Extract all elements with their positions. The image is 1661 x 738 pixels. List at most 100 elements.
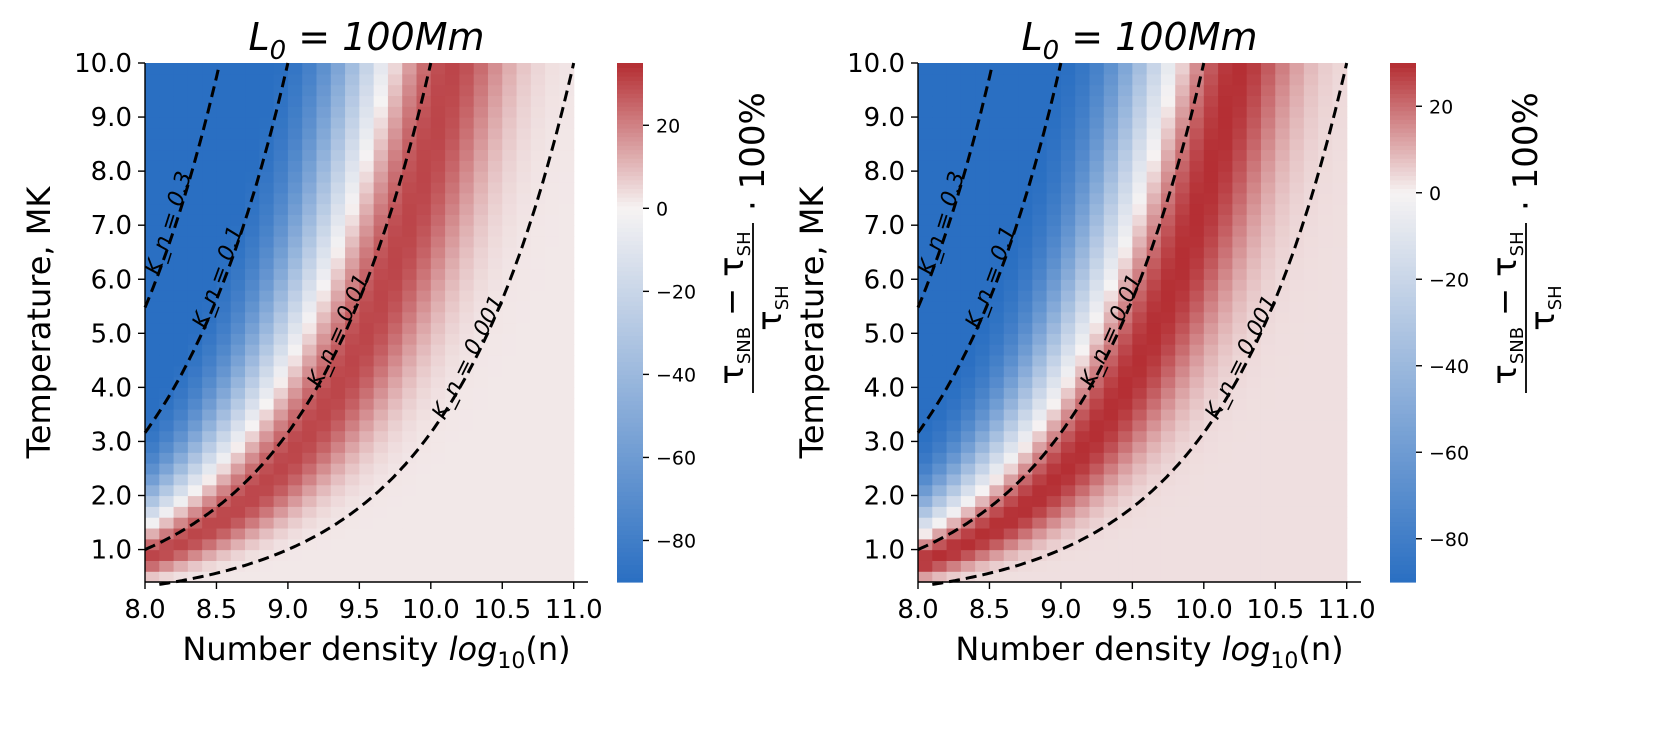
heatmap-cell: [173, 171, 189, 183]
heatmap-cell: [1332, 409, 1348, 421]
heatmap-cell: [430, 73, 446, 86]
heatmap-cell: [487, 398, 503, 410]
heatmap-cell: [416, 311, 432, 324]
heatmap-cell: [359, 300, 375, 313]
heatmap-cell: [1046, 430, 1062, 443]
heatmap-cell: [1146, 203, 1162, 215]
heatmap-cell: [487, 538, 503, 551]
heatmap-cell: [316, 225, 332, 237]
heatmap-cell: [530, 473, 546, 486]
heatmap-cell: [1189, 257, 1205, 270]
heatmap-cell: [1032, 517, 1048, 529]
heatmap-cell: [359, 473, 375, 486]
heatmap-cell: [1118, 538, 1133, 551]
heatmap-cell: [946, 517, 962, 529]
heatmap-cell: [1218, 409, 1233, 421]
heatmap-cell: [1089, 452, 1105, 464]
heatmap-cell: [259, 192, 275, 205]
heatmap-cell: [1332, 387, 1348, 399]
heatmap-cell: [1089, 430, 1105, 443]
heatmap-cell: [1118, 571, 1133, 583]
heatmap-cell: [1175, 192, 1191, 205]
heatmap-cell: [216, 344, 232, 356]
heatmap-cell: [1218, 95, 1233, 107]
heatmap-cell: [430, 430, 446, 443]
heatmap-cell: [402, 527, 418, 540]
heatmap-cell: [975, 495, 991, 507]
heatmap-cell: [502, 311, 518, 324]
heatmap-cell: [330, 506, 346, 518]
heatmap-cell: [387, 441, 403, 453]
colorbar-swatch: [617, 396, 643, 401]
colorbar-swatch: [1390, 499, 1416, 505]
heatmap-cell: [1260, 430, 1276, 443]
heatmap-cell: [487, 571, 503, 583]
heatmap-cell: [932, 127, 948, 140]
heatmap-cell: [1075, 517, 1091, 529]
heatmap-cell: [1132, 149, 1148, 161]
colorbar-swatch: [617, 465, 643, 471]
colorbar-swatch: [1390, 387, 1416, 393]
heatmap-cell: [989, 463, 1005, 475]
heatmap-cell: [159, 181, 175, 194]
heatmap-cell: [359, 333, 375, 345]
heatmap-cell: [473, 560, 489, 572]
heatmap-cell: [359, 322, 375, 334]
heatmap-cell: [316, 452, 332, 464]
heatmap-cell: [502, 214, 518, 226]
heatmap-cell: [330, 549, 346, 561]
heatmap-cell: [1218, 257, 1233, 270]
heatmap-cell: [287, 538, 303, 551]
heatmap-cell: [559, 257, 575, 270]
heatmap-cell: [932, 268, 948, 280]
heatmap-cell: [402, 106, 418, 118]
heatmap-cell: [1046, 495, 1062, 507]
heatmap-cell: [473, 73, 489, 86]
heatmap-cell: [387, 527, 403, 540]
heatmap-cell: [145, 192, 160, 205]
heatmap-cell: [502, 463, 518, 475]
heatmap-cell: [316, 117, 332, 129]
heatmap-cell: [1275, 106, 1291, 118]
heatmap-cell: [245, 344, 260, 356]
heatmap-cell: [287, 452, 303, 464]
heatmap-cell: [1203, 171, 1219, 183]
heatmap-cell: [1275, 149, 1291, 161]
heatmap-cell: [530, 506, 546, 518]
heatmap-cell: [202, 441, 218, 453]
colorbar-swatch: [617, 486, 643, 492]
heatmap-cell: [273, 300, 289, 313]
heatmap-cell: [1103, 300, 1119, 313]
heatmap-cell: [1003, 192, 1019, 205]
heatmap-cell: [359, 84, 375, 97]
heatmap-cell: [1075, 527, 1091, 540]
heatmap-cell: [402, 571, 418, 583]
heatmap-cell: [487, 138, 503, 151]
heatmap-cell: [918, 300, 933, 313]
heatmap-cell: [545, 192, 561, 205]
heatmap-cell: [487, 290, 503, 302]
heatmap-cell: [1046, 387, 1062, 399]
heatmap-cell: [402, 171, 418, 183]
heatmap-cell: [1089, 538, 1105, 551]
heatmap-cell: [230, 160, 246, 172]
heatmap-cell: [402, 160, 418, 172]
heatmap-cell: [487, 376, 503, 388]
heatmap-cell: [545, 452, 561, 464]
heatmap-cell: [187, 506, 203, 518]
heatmap-cell: [1218, 84, 1233, 97]
heatmap-cell: [1246, 398, 1262, 410]
heatmap-cell: [1218, 127, 1233, 140]
heatmap-cell: [302, 344, 318, 356]
heatmap-cell: [1318, 214, 1334, 226]
heatmap-cell: [159, 495, 175, 507]
heatmap-cell: [359, 506, 375, 518]
heatmap-cell: [1175, 106, 1191, 118]
heatmap-cell: [345, 322, 360, 334]
heatmap-cell: [359, 246, 375, 259]
heatmap-cell: [459, 95, 475, 107]
heatmap-cell: [1175, 149, 1191, 161]
heatmap-cell: [1060, 549, 1076, 561]
x-axis-label: Number density log10(n): [182, 630, 570, 674]
heatmap-cell: [1246, 571, 1262, 583]
